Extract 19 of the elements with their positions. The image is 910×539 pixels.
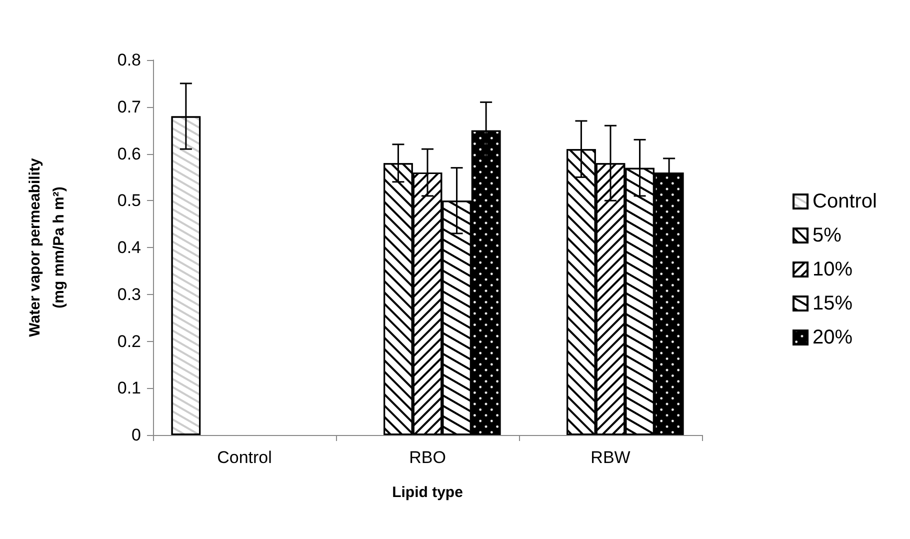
y-tick-label: 0.4	[117, 238, 141, 257]
legend-label: 20%	[812, 326, 853, 348]
x-axis-title: Lipid type	[392, 484, 463, 501]
x-tick-label: Control	[217, 448, 272, 467]
y-tick-label: 0	[132, 426, 141, 444]
y-tick-label: 0.5	[117, 191, 141, 210]
legend-label: Control	[812, 190, 878, 212]
y-tick-label: 0.6	[117, 144, 141, 164]
legend-label: 10%	[812, 258, 853, 280]
y-tick-label: 0.3	[117, 284, 141, 304]
y-tick-label: 0.1	[117, 378, 141, 398]
y-tick-label: 0.7	[117, 97, 141, 116]
x-tick-label: RBW	[590, 448, 630, 467]
legend-label: 5%	[812, 224, 842, 246]
legend-label: 15%	[812, 292, 853, 314]
y-tick-label: 0.8	[117, 50, 141, 70]
y-tick-label: 0.2	[117, 332, 141, 351]
y-axis-title: Water vapor permeability (mg mm/Pa h m²)	[26, 158, 68, 337]
x-tick-label: RBO	[409, 448, 446, 467]
